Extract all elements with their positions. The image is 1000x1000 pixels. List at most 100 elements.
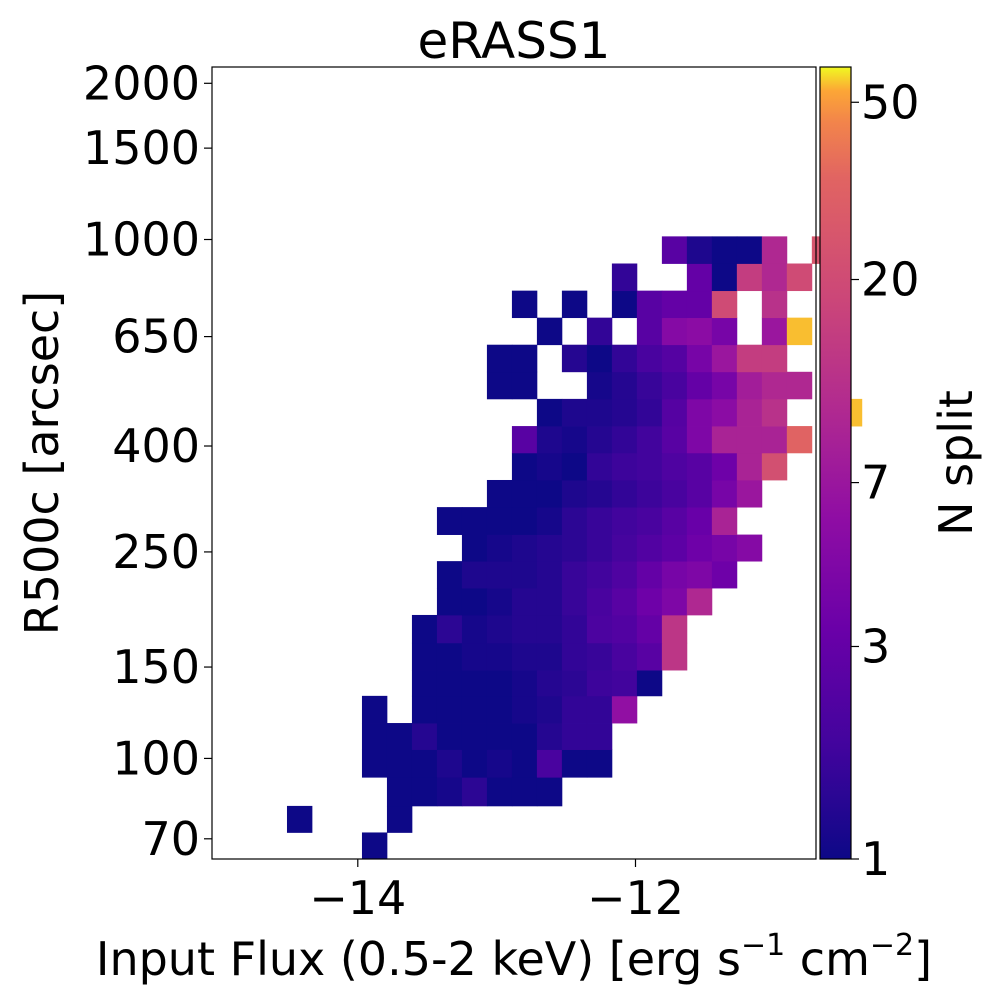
y-tick-label: 70 (141, 812, 200, 866)
x-axis-label-sup1: −1 (741, 928, 785, 963)
heatmap-cell (686, 344, 713, 373)
heatmap-cell (636, 371, 663, 400)
heatmap-cell (511, 777, 538, 807)
heatmap-cell (736, 479, 763, 508)
heatmap-cell (561, 534, 588, 562)
heatmap-cell (461, 670, 488, 697)
heatmap-cell (586, 479, 613, 508)
heatmap-cell (636, 670, 663, 697)
heatmap-cell (511, 290, 538, 319)
heatmap-cell (661, 561, 688, 589)
heatmap-cell (636, 344, 663, 373)
heatmap-cell (436, 614, 463, 644)
y-tick-label: 2000 (83, 56, 200, 110)
heatmap-cell (536, 723, 563, 750)
heatmap-cell (586, 452, 613, 481)
heatmap-cell (636, 426, 663, 454)
heatmap-cell (711, 561, 738, 589)
x-axis-ticks: −14 −12 (309, 859, 684, 925)
heatmap-cell (636, 614, 663, 644)
heatmap-cell (661, 317, 688, 346)
heatmap-cell (561, 426, 588, 454)
heatmap-cell (711, 236, 738, 264)
heatmap-cell (561, 588, 588, 616)
heatmap-cell (461, 695, 488, 724)
heatmap-cell (761, 263, 788, 292)
heatmap-cell (536, 695, 563, 724)
heatmap-cell (461, 534, 488, 562)
heatmap-cell (611, 588, 638, 616)
heatmap-cell (436, 588, 463, 616)
heatmap-cell (761, 317, 788, 346)
heatmap-cell (636, 290, 663, 319)
heatmap-cell (561, 507, 588, 535)
heatmap-cell (486, 695, 513, 724)
heatmap-cell (436, 777, 463, 807)
heatmap-cell (586, 561, 613, 589)
heatmap-cell (511, 371, 538, 400)
heatmap-cell (586, 507, 613, 535)
heatmap-cell (436, 695, 463, 724)
heatmap-cell (586, 371, 613, 400)
heatmap-cell (661, 290, 688, 319)
heatmap-cell (486, 670, 513, 697)
heatmap-cell (536, 398, 563, 427)
heatmap-cell (636, 642, 663, 671)
heatmap-cell (786, 317, 813, 346)
heatmap-cell (561, 452, 588, 481)
colorbar-tick-label: 50 (861, 75, 920, 129)
heatmap-cell (536, 507, 563, 535)
heatmap-cell (361, 749, 388, 778)
heatmap-cell (411, 749, 438, 778)
heatmap-cell (661, 371, 688, 400)
heatmap-cell (711, 371, 738, 400)
heatmap-cell (511, 642, 538, 671)
heatmap-cell (636, 452, 663, 481)
x-axis-label-main: Input Flux (0.5-2 keV) [erg s (96, 932, 741, 986)
heatmap-cell (736, 426, 763, 454)
heatmap-cell (611, 534, 638, 562)
heatmap-cell (586, 344, 613, 373)
heatmap-cell (436, 642, 463, 671)
y-axis-ticks: 70 100 150 250 400 650 1000 1500 2000 (83, 56, 212, 866)
heatmap-cell (536, 452, 563, 481)
heatmap-cell (586, 398, 613, 427)
colorbar-ticks: 1 3 7 20 50 (851, 75, 920, 886)
heatmap-cell (511, 695, 538, 724)
heatmap-cell (686, 534, 713, 562)
heatmap-cell (461, 588, 488, 616)
heatmap-cell (661, 507, 688, 535)
heatmap-cell (361, 695, 388, 724)
heatmap-cell (461, 561, 488, 589)
heatmap-cell (486, 588, 513, 616)
heatmap-cell (761, 426, 788, 454)
heatmap-cell (761, 290, 788, 319)
heatmap-cell (586, 695, 613, 724)
heatmap-cell (761, 371, 788, 400)
heatmap-cell (661, 479, 688, 508)
heatmap-cell (586, 749, 613, 778)
heatmap-cell (511, 723, 538, 750)
colorbar (819, 66, 852, 860)
heatmap-cell (611, 452, 638, 481)
heatmap-cell (561, 344, 588, 373)
heatmap-cell (436, 670, 463, 697)
heatmap-cell (561, 642, 588, 671)
heatmap-cell (686, 479, 713, 508)
heatmap-cell (686, 507, 713, 535)
heatmap-cell (586, 426, 613, 454)
heatmap-cell (511, 507, 538, 535)
heatmap-cell (636, 561, 663, 589)
heatmap-cell (411, 670, 438, 697)
y-tick-label: 150 (112, 640, 200, 694)
heatmap-cell (661, 534, 688, 562)
heatmap-cell (436, 749, 463, 778)
heatmap-cell (686, 371, 713, 400)
heatmap-cell (511, 426, 538, 454)
heatmap-cell (411, 695, 438, 724)
colorbar-label: N split (929, 390, 983, 536)
heatmap-cell (486, 534, 513, 562)
heatmap-cell (661, 236, 688, 264)
heatmap-cell (736, 236, 763, 264)
heatmap-cell (636, 534, 663, 562)
